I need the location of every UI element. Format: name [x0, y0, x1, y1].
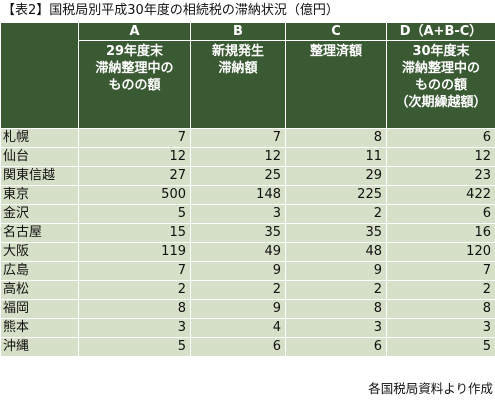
value-cell: 5	[386, 337, 495, 357]
value-cell: 12	[190, 147, 286, 167]
value-cell: 500	[78, 185, 191, 205]
value-cell: 49	[190, 242, 286, 262]
column-desc-line: ものの額	[108, 78, 161, 93]
value-cell: 6	[190, 337, 286, 357]
value-cell: 3	[190, 204, 286, 224]
bureau-name-cell: 広島	[0, 261, 79, 281]
column-desc-line: ものの額	[414, 78, 467, 93]
table-row: 高松 2 2 2 2	[0, 280, 495, 300]
column-desc-c: 整理済額	[285, 40, 387, 129]
value-cell: 6	[386, 204, 495, 224]
value-cell: 120	[386, 242, 495, 262]
value-cell: 7	[78, 128, 191, 148]
column-desc-line: 滞納整理中の	[95, 61, 174, 76]
value-cell: 7	[386, 261, 495, 281]
value-cell: 8	[285, 299, 387, 319]
corner-header-cell	[0, 22, 79, 129]
value-cell: 2	[285, 280, 387, 300]
bureau-name-cell: 札幌	[0, 128, 79, 148]
column-desc-line: 新規発生	[211, 44, 264, 59]
column-letter-b: B	[190, 22, 286, 41]
value-cell: 5	[78, 337, 191, 357]
bureau-name-cell: 名古屋	[0, 223, 79, 243]
value-cell: 3	[285, 318, 387, 338]
column-desc-line: 整理済額	[309, 44, 362, 59]
value-cell: 8	[78, 299, 191, 319]
header-description-row: 29年度末 滞納整理中の ものの額 新規発生 滞納額 整理済額 30年度末 滞納…	[1, 40, 495, 129]
value-cell: 9	[190, 261, 286, 281]
value-cell: 23	[386, 166, 495, 186]
column-letter-d: D（A+B-C）	[386, 22, 495, 41]
value-cell: 7	[190, 128, 286, 148]
value-cell: 35	[285, 223, 387, 243]
table-row: 関東信越 27 25 29 23	[0, 166, 495, 186]
table-row: 金沢 5 3 2 6	[0, 204, 495, 224]
table-row: 福岡 8 9 8 8	[0, 299, 495, 319]
value-cell: 422	[386, 185, 495, 205]
value-cell: 12	[386, 147, 495, 167]
value-cell: 5	[78, 204, 191, 224]
bureau-name-cell: 関東信越	[0, 166, 79, 186]
value-cell: 9	[190, 299, 286, 319]
table-body: 札幌 7 7 8 6 仙台 12 12 11 12 関東信越 27 25 29 23 東京 500 148 225 4…	[0, 128, 495, 357]
column-desc-line: （次期繰越額）	[395, 95, 487, 110]
tax-delinquency-table: A B C D（A+B-C） 29年度末 滞納整理中の ものの額 新規発生 滞納…	[0, 22, 495, 357]
value-cell: 8	[386, 299, 495, 319]
source-note: 各国税局資料より作成	[368, 381, 493, 396]
column-desc-b: 新規発生 滞納額	[190, 40, 286, 129]
value-cell: 2	[285, 204, 387, 224]
value-cell: 11	[285, 147, 387, 167]
bureau-name-cell: 東京	[0, 185, 79, 205]
value-cell: 6	[386, 128, 495, 148]
value-cell: 29	[285, 166, 387, 186]
column-desc-line: 滞納額	[218, 61, 258, 76]
value-cell: 27	[78, 166, 191, 186]
bureau-name-cell: 高松	[0, 280, 79, 300]
value-cell: 225	[285, 185, 387, 205]
column-desc-line: 滞納整理中の	[401, 61, 480, 76]
header-letter-row: A B C D（A+B-C）	[0, 22, 495, 129]
value-cell: 16	[386, 223, 495, 243]
column-letter-a: A	[78, 22, 191, 41]
table-row: 札幌 7 7 8 6	[0, 128, 495, 148]
value-cell: 48	[285, 242, 387, 262]
table-row: 広島 7 9 9 7	[0, 261, 495, 281]
table-row: 東京 500 148 225 422	[0, 185, 495, 205]
table-row: 大阪 119 49 48 120	[0, 242, 495, 262]
value-cell: 25	[190, 166, 286, 186]
value-cell: 12	[78, 147, 191, 167]
column-desc-d: 30年度末 滞納整理中の ものの額 （次期繰越額）	[386, 40, 495, 129]
value-cell: 15	[78, 223, 191, 243]
bureau-name-cell: 福岡	[0, 299, 79, 319]
value-cell: 9	[285, 261, 387, 281]
value-cell: 4	[190, 318, 286, 338]
bureau-name-cell: 金沢	[0, 204, 79, 224]
column-desc-a: 29年度末 滞納整理中の ものの額	[78, 40, 191, 129]
table-row: 熊本 3 4 3 3	[0, 318, 495, 338]
table-title: 【表2】国税局別平成30年度の相続税の滞納状況（億円）	[2, 3, 339, 18]
table-row: 仙台 12 12 11 12	[0, 147, 495, 167]
value-cell: 6	[285, 337, 387, 357]
column-desc-line: 29年度末	[105, 44, 164, 59]
bureau-name-cell: 沖縄	[0, 337, 79, 357]
value-cell: 8	[285, 128, 387, 148]
table-row: 名古屋 15 35 35 16	[0, 223, 495, 243]
bureau-name-cell: 熊本	[0, 318, 79, 338]
table-row: 沖縄 5 6 6 5	[0, 337, 495, 357]
value-cell: 119	[78, 242, 191, 262]
column-desc-line: 30年度末	[412, 44, 470, 59]
value-cell: 2	[386, 280, 495, 300]
value-cell: 3	[78, 318, 191, 338]
bureau-name-cell: 大阪	[0, 242, 79, 262]
value-cell: 2	[190, 280, 286, 300]
value-cell: 148	[190, 185, 286, 205]
bureau-name-cell: 仙台	[0, 147, 79, 167]
value-cell: 7	[78, 261, 191, 281]
value-cell: 3	[386, 318, 495, 338]
column-letter-c: C	[285, 22, 387, 41]
value-cell: 35	[190, 223, 286, 243]
value-cell: 2	[78, 280, 191, 300]
